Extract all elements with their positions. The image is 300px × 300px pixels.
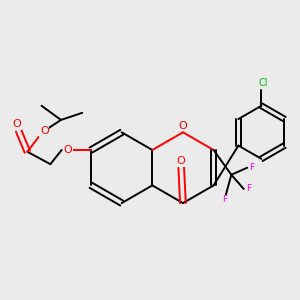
Text: F: F <box>246 184 251 194</box>
Text: O: O <box>177 156 186 166</box>
Text: O: O <box>178 121 188 131</box>
Text: F: F <box>222 195 227 204</box>
Text: Cl: Cl <box>258 79 268 88</box>
Text: F: F <box>249 163 254 172</box>
Text: O: O <box>40 126 49 136</box>
Text: O: O <box>12 119 21 129</box>
Text: O: O <box>64 145 72 155</box>
